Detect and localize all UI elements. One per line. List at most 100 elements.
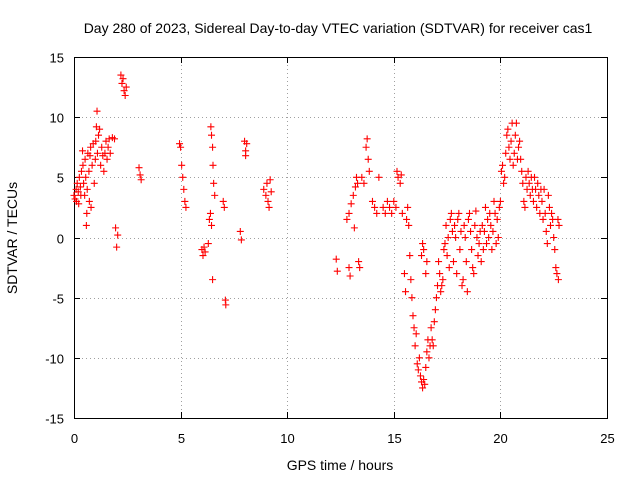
x-tick-label: 10 — [280, 431, 294, 446]
data-point — [416, 372, 424, 380]
data-point — [209, 161, 217, 169]
data-point — [365, 167, 373, 175]
data-point — [121, 92, 129, 100]
data-point — [363, 135, 371, 143]
data-point — [356, 264, 364, 272]
data-point — [181, 197, 189, 205]
data-point — [485, 234, 493, 241]
data-point — [493, 215, 501, 223]
data-point — [487, 221, 495, 229]
data-point — [504, 125, 512, 133]
data-point — [459, 276, 467, 284]
data-point — [92, 137, 100, 145]
data-point — [83, 209, 91, 217]
data-point — [402, 288, 410, 296]
data-point — [373, 209, 381, 217]
data-point — [458, 282, 466, 290]
data-point — [547, 221, 555, 229]
data-point — [90, 179, 98, 187]
data-point — [77, 167, 85, 175]
y-tick-label: 10 — [50, 111, 64, 126]
data-point — [448, 227, 456, 235]
data-point — [534, 179, 542, 187]
data-point — [332, 255, 340, 263]
data-point — [360, 179, 368, 187]
data-point — [81, 155, 89, 163]
data-point — [552, 264, 560, 272]
data-point — [442, 221, 450, 229]
data-point — [358, 173, 366, 181]
data-point — [539, 215, 547, 223]
data-point — [529, 197, 537, 205]
data-point — [407, 276, 415, 284]
data-point — [379, 203, 387, 211]
data-point — [524, 167, 532, 175]
data-point — [70, 191, 78, 199]
data-point — [535, 191, 543, 199]
data-point — [219, 197, 227, 205]
data-point — [404, 203, 412, 211]
y-tick-label: 0 — [57, 232, 64, 247]
data-point — [415, 354, 423, 362]
data-point — [118, 79, 126, 87]
data-point — [345, 264, 353, 272]
data-point — [488, 246, 496, 254]
data-point — [349, 191, 357, 199]
data-point — [83, 185, 91, 193]
data-point — [242, 152, 250, 160]
data-point — [117, 71, 125, 79]
data-point — [425, 354, 433, 362]
data-point — [104, 143, 112, 151]
data-point — [475, 240, 483, 248]
data-point — [364, 155, 372, 163]
data-point — [75, 173, 83, 181]
data-point — [512, 119, 520, 127]
data-point — [419, 240, 427, 248]
data-point — [435, 258, 443, 266]
data-point — [87, 203, 95, 211]
data-point — [120, 87, 128, 95]
data-point — [510, 149, 518, 157]
data-point — [520, 197, 528, 205]
data-point — [375, 173, 383, 181]
data-point — [551, 246, 559, 254]
data-point — [347, 200, 355, 208]
data-point — [533, 203, 541, 211]
chart-title: Day 280 of 2023, Sidereal Day-to-day VTE… — [84, 20, 593, 36]
data-point — [505, 143, 513, 151]
data-point — [135, 164, 143, 172]
data-point — [350, 224, 358, 232]
data-point — [420, 246, 428, 254]
data-point — [85, 197, 93, 205]
data-point — [469, 264, 477, 272]
data-point — [220, 203, 228, 211]
data-point — [91, 155, 99, 163]
data-point — [346, 272, 354, 280]
data-point — [443, 252, 451, 260]
data-point — [463, 288, 471, 296]
data-point — [525, 179, 533, 187]
data-point — [451, 221, 459, 229]
data-point — [371, 203, 379, 211]
data-point — [497, 167, 505, 175]
data-point — [267, 188, 275, 196]
data-point — [484, 215, 492, 223]
data-point — [75, 200, 83, 208]
data-point — [333, 267, 341, 275]
data-point — [440, 246, 448, 254]
data-point — [343, 215, 351, 223]
data-point — [526, 191, 534, 199]
data-point — [207, 123, 215, 131]
data-point — [386, 203, 394, 211]
data-point — [542, 227, 550, 235]
data-point — [93, 149, 101, 157]
data-point — [550, 234, 558, 241]
data-point — [265, 203, 273, 211]
data-point — [136, 171, 144, 179]
data-point — [80, 179, 88, 187]
data-point — [95, 131, 103, 139]
data-point — [544, 191, 552, 199]
data-point — [468, 246, 476, 254]
data-point — [82, 221, 90, 229]
data-point — [383, 197, 391, 205]
